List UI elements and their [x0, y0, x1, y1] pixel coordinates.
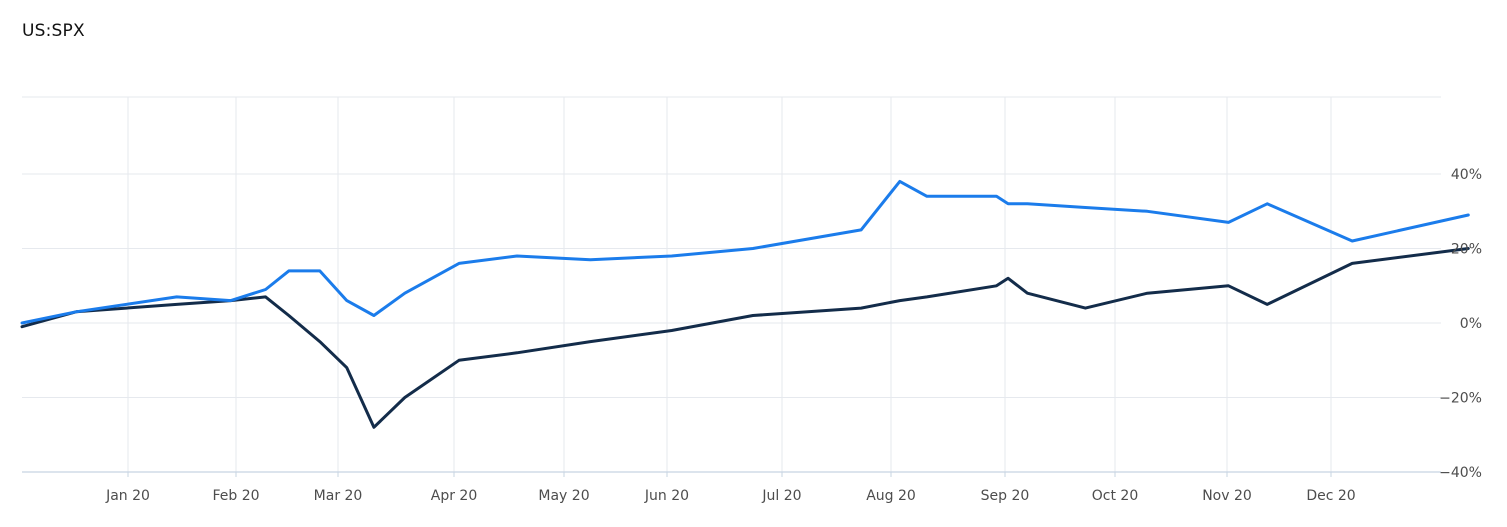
x-tick-label: Nov 20	[1202, 488, 1252, 504]
x-tick-label: May 20	[538, 488, 589, 504]
x-tick-label: Mar 20	[314, 488, 363, 504]
x-tick-label: Oct 20	[1092, 488, 1138, 504]
x-tick-label: Jun 20	[644, 488, 689, 504]
x-tick-label: Dec 20	[1306, 488, 1355, 504]
series-line-1	[20, 247, 1470, 429]
x-tick-labels: Jan 20 Feb 20 Mar 20 Apr 20 May 20 Jun 20 Jul …	[105, 488, 1356, 504]
x-tick-label: Apr 20	[431, 488, 477, 504]
x-axis	[22, 471, 1441, 477]
x-tick-label: Sep 20	[981, 488, 1030, 504]
y-tick-label: 0%	[1460, 316, 1482, 332]
x-tick-label: Jan 20	[105, 488, 150, 504]
chart-title: US:SPX	[22, 21, 85, 41]
y-tick-label: −40%	[1439, 465, 1482, 481]
y-tick-label: −20%	[1439, 391, 1482, 407]
x-tick-label: Aug 20	[866, 488, 916, 504]
x-tick-label: Jul 20	[761, 488, 801, 504]
series-lines	[20, 179, 1470, 429]
grid-lines	[22, 96, 1441, 472]
series-line-2	[20, 179, 1470, 325]
y-tick-label: 40%	[1451, 167, 1482, 183]
y-tick-label: 20%	[1451, 242, 1482, 258]
x-tick-label: Feb 20	[212, 488, 259, 504]
y-tick-labels: 40% 20% 0% −20% −40%	[1439, 167, 1482, 481]
